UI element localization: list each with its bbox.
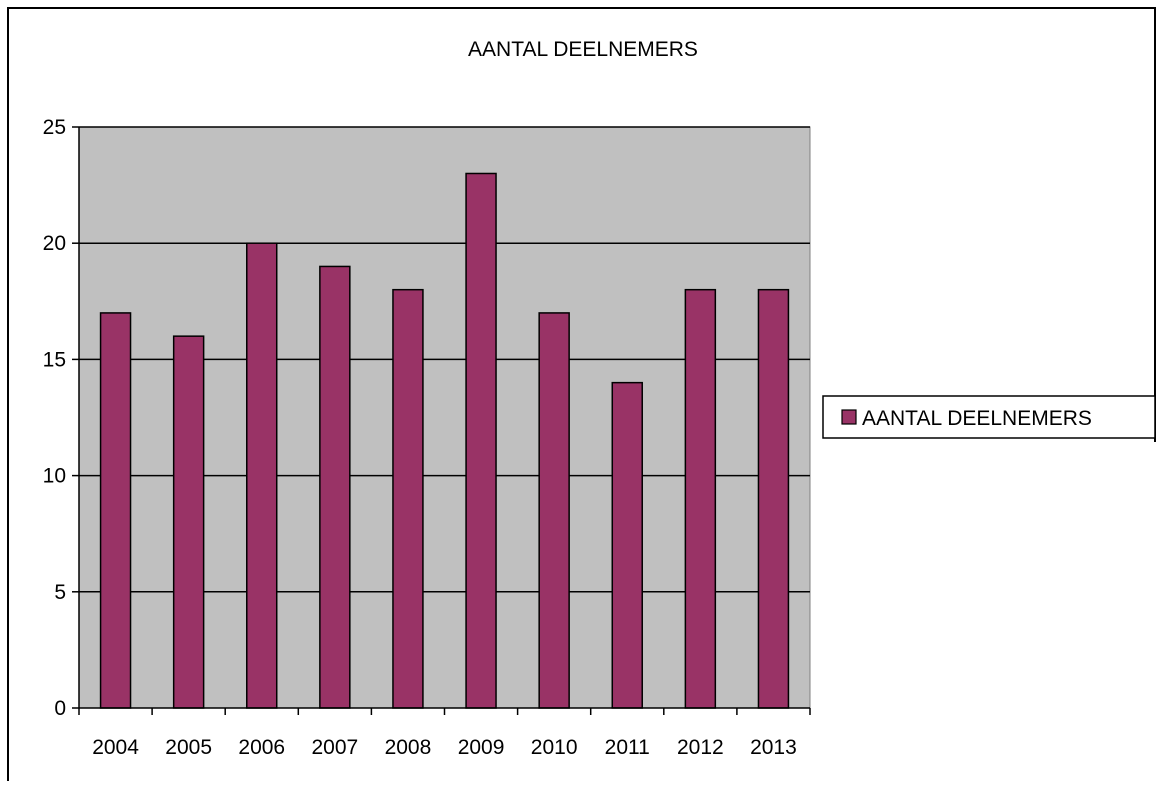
bar-2004: [99, 312, 132, 709]
axes: [72, 126, 811, 715]
y-tick-labels: 0 5 10 15 20 25: [43, 116, 66, 720]
chart-title: AANTAL DEELNEMERS: [468, 38, 698, 61]
y-tick-label: 10: [43, 465, 66, 488]
chart-frame: [7, 7, 1156, 781]
x-tick-label: 2004: [92, 736, 139, 759]
x-tick-label: 2007: [311, 736, 358, 759]
y-tick-label: 25: [43, 116, 66, 139]
x-tick-label: 2009: [458, 736, 505, 759]
bar-2008: [392, 288, 424, 709]
bar-2009: [465, 172, 497, 709]
bar-2010: [538, 312, 570, 709]
y-tick-label: 0: [54, 697, 66, 720]
bars: [99, 172, 790, 709]
y-tick-label: 20: [43, 232, 66, 255]
legend: AANTAL DEELNEMERS: [822, 395, 1156, 439]
bar-2005: [172, 335, 205, 709]
x-tick-label: 2006: [238, 736, 285, 759]
x-tick-label: 2008: [385, 736, 432, 759]
bar-2006: [246, 242, 278, 709]
x-tick-label: 2012: [677, 736, 724, 759]
legend-label: AANTAL DEELNEMERS: [862, 407, 1092, 430]
x-tick-label: 2011: [605, 736, 650, 759]
x-tick-label: 2013: [750, 736, 797, 759]
legend-swatch: [841, 409, 857, 425]
bar-2007: [319, 265, 351, 709]
x-tick-labels: 2004 2005 2006 2007 2008 2009 2010 2011 2012 2013: [92, 736, 797, 759]
bar-2012: [684, 288, 717, 709]
y-tick-label: 15: [43, 348, 66, 371]
bar-2011: [611, 381, 643, 709]
x-tick-label: 2010: [531, 736, 578, 759]
legend-box: [822, 395, 1156, 439]
bar-2013: [757, 288, 790, 709]
x-tick-label: 2005: [165, 736, 212, 759]
y-tick-label: 5: [54, 581, 66, 604]
